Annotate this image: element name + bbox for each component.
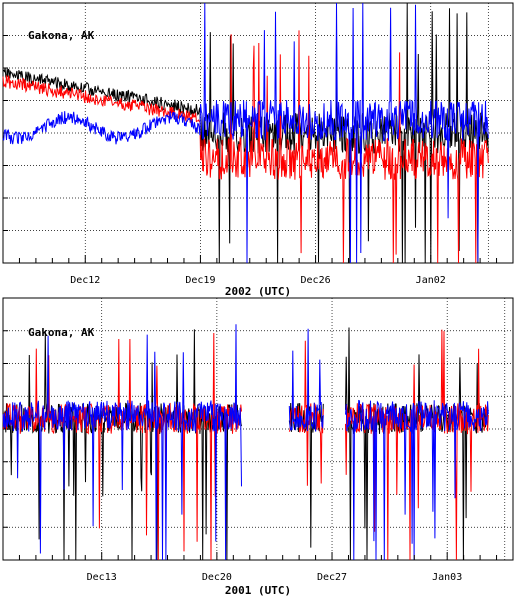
station-label: Gakona, AK <box>28 326 95 339</box>
x-axis-title: 2001 (UTC) <box>225 584 291 597</box>
station-label: Gakona, AK <box>28 29 95 42</box>
chart-panel-2001: Gakona, AK Dec13 Dec20 Dec27 Jan03 2001 (UT… <box>2 297 514 597</box>
x-tick-labels: Dec13 Dec20 Dec27 Jan03 <box>87 572 463 583</box>
x-tick-label: Dec27 <box>317 572 347 583</box>
series-lines <box>2 324 489 561</box>
chart-panel-2002: Gakona, AK Dec12 Dec19 Dec26 Jan02 2002 (UT… <box>2 2 514 298</box>
x-tick-label: Dec20 <box>202 572 232 583</box>
series-line <box>2 30 489 264</box>
x-axis-ticks <box>2 255 514 263</box>
x-tick-label: Jan03 <box>432 572 462 583</box>
x-axis-title: 2002 (UTC) <box>225 285 291 298</box>
series-lines <box>2 2 489 264</box>
series-line <box>2 324 242 561</box>
x-tick-label: Dec26 <box>301 275 331 286</box>
x-tick-label: Jan02 <box>416 275 446 286</box>
series-line <box>288 328 324 432</box>
series-line <box>2 2 489 264</box>
series-line <box>345 399 489 561</box>
x-tick-labels: Dec12 Dec19 Dec26 Jan02 <box>70 275 446 286</box>
x-tick-label: Dec12 <box>70 275 100 286</box>
x-axis-ticks <box>2 552 514 560</box>
x-tick-label: Dec13 <box>87 572 117 583</box>
x-tick-label: Dec19 <box>185 275 215 286</box>
series-line <box>288 340 324 486</box>
